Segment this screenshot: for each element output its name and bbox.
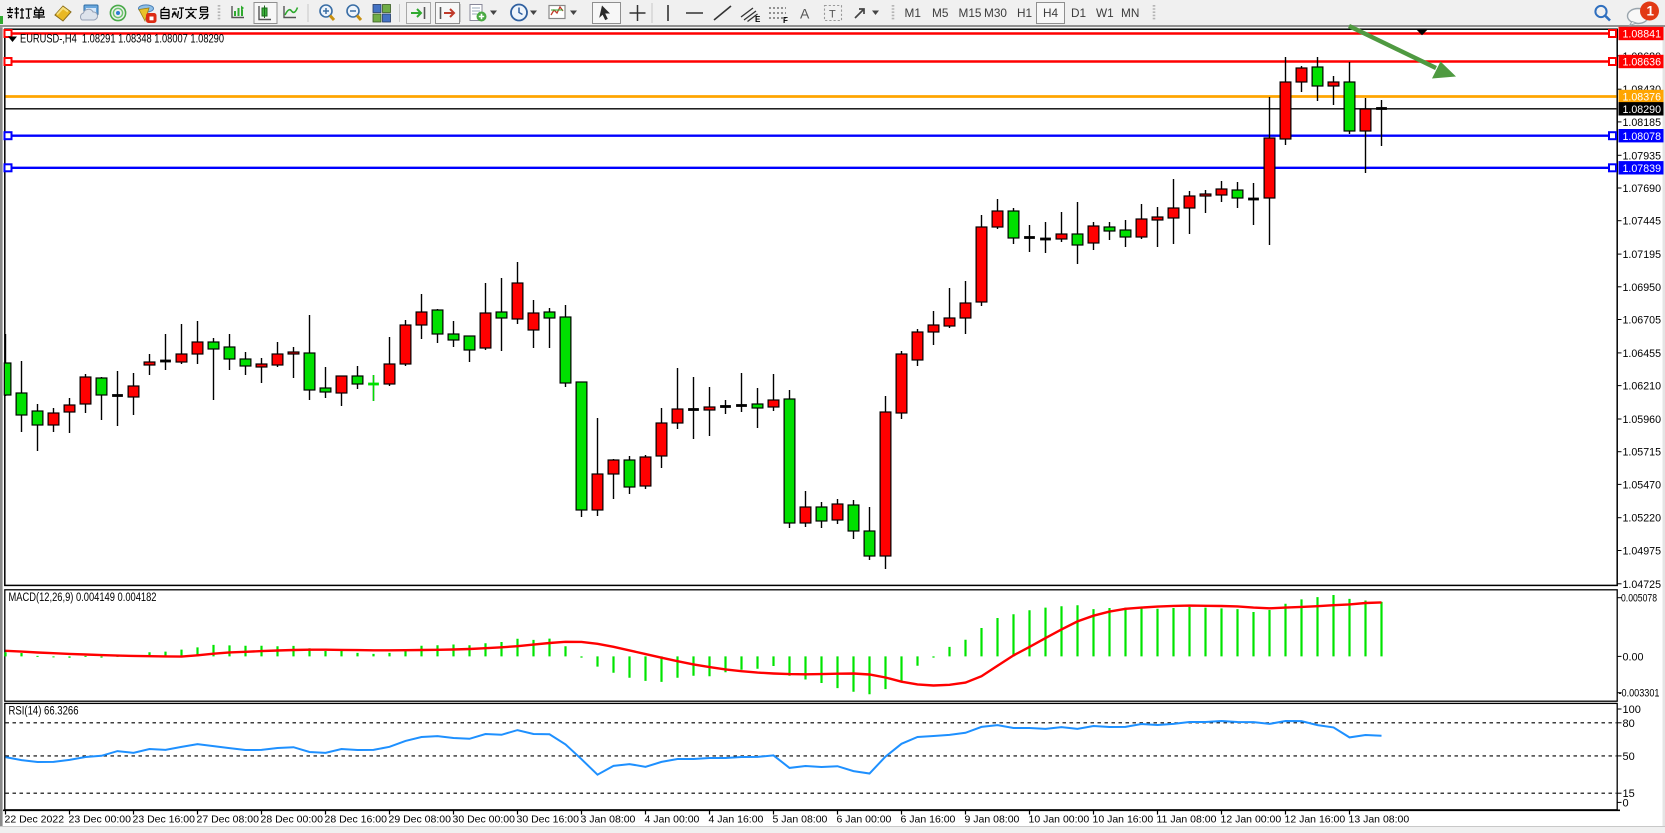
svg-text:28 Dec 16:00: 28 Dec 16:00 [325, 814, 388, 826]
svg-text:9 Jan 08:00: 9 Jan 08:00 [965, 814, 1020, 826]
svg-text:1.04725: 1.04725 [1623, 579, 1662, 591]
svg-text:RSI(14) 66.3266: RSI(14) 66.3266 [9, 706, 79, 718]
svg-text:W1: W1 [1096, 6, 1114, 20]
svg-text:5 Jan 08:00: 5 Jan 08:00 [773, 814, 828, 826]
svg-text:1: 1 [1647, 4, 1655, 19]
svg-text:1.05715: 1.05715 [1623, 447, 1662, 459]
svg-text:15: 15 [1623, 788, 1635, 800]
svg-text:3 Jan 08:00: 3 Jan 08:00 [581, 814, 636, 826]
svg-text:23 Dec 00:00: 23 Dec 00:00 [69, 814, 132, 826]
svg-text:MACD(12,26,9) 0.004149 0.00418: MACD(12,26,9) 0.004149 0.004182 [9, 592, 157, 604]
svg-text:A: A [800, 6, 810, 22]
svg-text:1.08841: 1.08841 [1623, 29, 1662, 41]
svg-text:1.05960: 1.05960 [1623, 414, 1662, 426]
svg-text:M1: M1 [905, 6, 921, 20]
svg-text:29 Dec 08:00: 29 Dec 08:00 [389, 814, 452, 826]
svg-text:0: 0 [1623, 797, 1629, 809]
svg-text:F: F [783, 16, 788, 25]
svg-text:1.08185: 1.08185 [1623, 117, 1662, 129]
svg-text:T: T [829, 9, 836, 21]
svg-text:30 Dec 00:00: 30 Dec 00:00 [453, 814, 516, 826]
svg-text:M30: M30 [984, 6, 1007, 20]
svg-text:EURUSD-,H4 1.08291 1.08348 1.: EURUSD-,H4 1.08291 1.08348 1.08007 1.082… [20, 32, 224, 46]
svg-text:-0.003301: -0.003301 [1619, 688, 1660, 700]
svg-text:1.08290: 1.08290 [1623, 104, 1662, 116]
svg-text:10 Jan 16:00: 10 Jan 16:00 [1093, 814, 1154, 826]
svg-text:1.05470: 1.05470 [1623, 479, 1662, 491]
svg-text:13 Jan 08:00: 13 Jan 08:00 [1349, 814, 1410, 826]
svg-text:22 Dec 2022: 22 Dec 2022 [5, 814, 65, 826]
svg-text:1.05220: 1.05220 [1623, 513, 1662, 525]
svg-text:1.07935: 1.07935 [1623, 150, 1662, 162]
svg-text:10 Jan 00:00: 10 Jan 00:00 [1029, 814, 1090, 826]
svg-text:0.005078: 0.005078 [1621, 593, 1657, 605]
svg-text:M5: M5 [932, 6, 949, 20]
svg-text:1.07690: 1.07690 [1623, 183, 1662, 195]
svg-text:23 Dec 16:00: 23 Dec 16:00 [133, 814, 196, 826]
svg-text:28 Dec 00:00: 28 Dec 00:00 [261, 814, 324, 826]
svg-text:1.08376: 1.08376 [1623, 92, 1662, 104]
svg-text:E: E [755, 15, 761, 24]
svg-text:D1: D1 [1071, 6, 1086, 20]
svg-text:1.06455: 1.06455 [1623, 348, 1662, 360]
svg-text:H1: H1 [1017, 6, 1032, 20]
svg-text:1.08078: 1.08078 [1623, 131, 1662, 143]
svg-text:12 Jan 00:00: 12 Jan 00:00 [1221, 814, 1282, 826]
svg-text:30 Dec 16:00: 30 Dec 16:00 [517, 814, 580, 826]
svg-text:80: 80 [1623, 718, 1635, 730]
svg-text:50: 50 [1623, 751, 1635, 763]
svg-text:MN: MN [1121, 6, 1139, 20]
svg-text:4 Jan 00:00: 4 Jan 00:00 [645, 814, 700, 826]
svg-text:11 Jan 08:00: 11 Jan 08:00 [1157, 814, 1217, 826]
svg-text:12 Jan 16:00: 12 Jan 16:00 [1285, 814, 1346, 826]
svg-text:1.06950: 1.06950 [1623, 282, 1662, 294]
svg-text:1.08636: 1.08636 [1623, 57, 1662, 69]
svg-text:6 Jan 00:00: 6 Jan 00:00 [837, 814, 892, 826]
svg-text:1.07839: 1.07839 [1623, 163, 1662, 175]
svg-text:1.06705: 1.06705 [1623, 315, 1662, 327]
svg-text:27 Dec 08:00: 27 Dec 08:00 [197, 814, 260, 826]
svg-text:100: 100 [1623, 704, 1641, 716]
svg-text:1.07195: 1.07195 [1623, 249, 1662, 261]
svg-text:1.04975: 1.04975 [1623, 546, 1662, 558]
svg-text:M15: M15 [959, 6, 982, 20]
svg-text:1.07445: 1.07445 [1623, 216, 1662, 228]
svg-text:0.00: 0.00 [1623, 651, 1644, 663]
svg-text:1.06210: 1.06210 [1623, 381, 1662, 393]
svg-text:6 Jan 16:00: 6 Jan 16:00 [901, 814, 956, 826]
svg-text:4 Jan 16:00: 4 Jan 16:00 [709, 814, 764, 826]
svg-text:H4: H4 [1043, 6, 1059, 20]
